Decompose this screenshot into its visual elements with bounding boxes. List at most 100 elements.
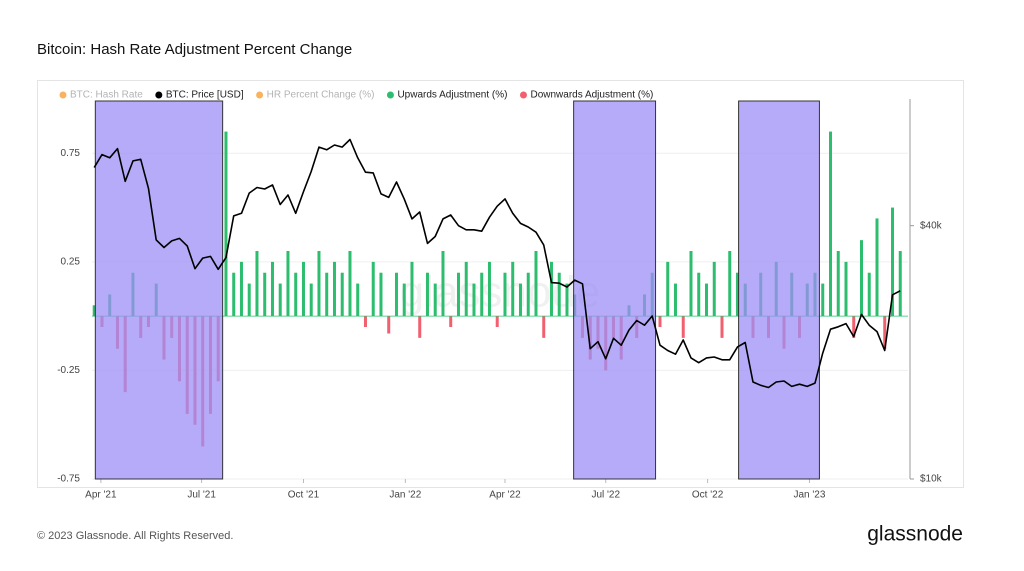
shaded-region [573,100,657,480]
x-tick-label: Oct '22 [692,490,724,501]
bar [480,272,484,317]
bar [247,283,251,317]
y-tick-label: -0.25 [57,365,80,376]
bar [92,305,96,317]
legend-marker [155,91,163,99]
bar [286,251,290,317]
bar [332,261,336,317]
bar [875,218,879,317]
y2-tick-label: $10k [920,474,943,485]
bar [542,316,546,338]
bar [898,251,902,317]
bar [433,283,437,317]
bar [681,316,685,338]
bar [557,272,561,317]
chart-frame [37,80,964,488]
x-tick-label: Apr '21 [85,490,117,501]
shaded-region [94,100,224,480]
bar [728,251,732,317]
bar [844,261,848,317]
legend-marker [386,91,394,99]
bar [689,251,693,317]
bar [735,272,739,317]
bar [263,272,267,317]
bar [828,131,832,317]
legend-label[interactable]: Upwards Adjustment (%) [397,90,507,101]
bar [356,283,360,317]
bar [852,316,856,338]
bar [658,316,662,327]
bar [859,240,863,317]
legend-marker [256,91,264,99]
bar [402,283,406,317]
logo: glassnode [867,523,963,546]
legend-marker [519,91,527,99]
bar [294,272,298,317]
x-tick-label: Jul '21 [187,490,216,501]
bar [441,251,445,317]
bar [883,316,887,349]
bar [224,131,228,317]
bar [309,283,313,317]
bar [387,316,391,334]
legend-label[interactable]: BTC: Price [USD] [166,90,244,101]
legend-label[interactable]: Downwards Adjustment (%) [530,90,653,101]
bar [836,251,840,317]
bar [565,283,569,317]
bar [518,283,522,317]
bar [371,261,375,317]
bar [239,261,243,317]
footer: © 2023 Glassnode. All Rights Reserved. [37,530,233,542]
bar [232,272,236,317]
bar [449,316,453,327]
bar [867,272,871,317]
bar [379,272,383,317]
bar [697,272,701,317]
bar [511,261,515,317]
bar [255,251,259,317]
bar [666,261,670,317]
legend-label[interactable]: HR Percent Change (%) [267,90,375,101]
y2-tick-label: $40k [920,220,943,231]
bar [549,261,553,317]
price-line [93,138,901,389]
watermark: glassnode [400,268,601,317]
bar [325,272,329,317]
x-tick-label: Jan '23 [793,490,825,501]
bar [487,261,491,317]
bar [720,316,724,338]
legend-marker [59,91,67,99]
bar [464,261,468,317]
y-tick-label: 0.25 [61,256,81,267]
bar [425,272,429,317]
bar [534,251,538,317]
bar [456,272,460,317]
bar [472,283,476,317]
bar [704,283,708,317]
x-tick-label: Oct '21 [288,490,320,501]
bar [418,316,422,338]
bar [890,207,894,317]
y-tick-label: -0.75 [57,474,80,485]
x-tick-label: Jan '22 [389,490,421,501]
bar [410,261,414,317]
legend-label[interactable]: BTC: Hash Rate [70,90,143,101]
x-tick-label: Apr '22 [489,490,521,501]
bar [270,261,274,317]
bar [317,251,321,317]
bar [673,283,677,317]
bar [495,316,499,327]
bar [340,272,344,317]
shaded-region [738,100,820,480]
bar [278,283,282,317]
bar [363,316,367,327]
y-tick-label: 0.75 [61,148,81,159]
bar [348,251,352,317]
chart-title: Bitcoin: Hash Rate Adjustment Percent Ch… [37,41,352,58]
bar [712,261,716,317]
x-tick-label: Jul '22 [591,490,620,501]
bar [394,272,398,317]
bar [503,272,507,317]
bar [301,261,305,317]
